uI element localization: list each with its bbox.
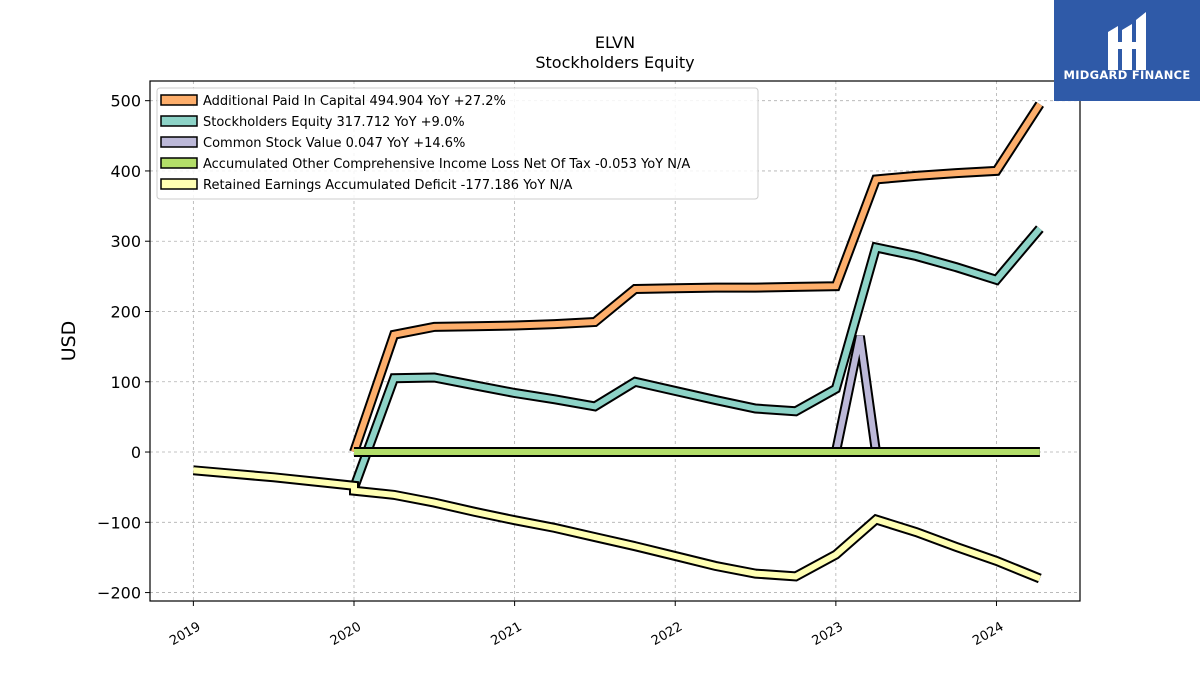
series-line-outline xyxy=(192,465,1042,584)
chart-subtitle: Stockholders Equity xyxy=(535,53,694,72)
y-tick-label: 0 xyxy=(131,443,141,462)
midgard-logo-icon xyxy=(1054,0,1200,101)
y-tick-label: 100 xyxy=(110,373,141,392)
chart-title: ELVN xyxy=(595,33,635,52)
y-tick-label: 200 xyxy=(110,302,141,321)
series-lines xyxy=(192,101,1044,584)
x-tick-label: 2019 xyxy=(167,619,203,649)
series-line xyxy=(349,225,1044,490)
x-tick-label: 2024 xyxy=(970,619,1006,649)
y-tick-label: −100 xyxy=(97,513,141,532)
x-tick-label: 2022 xyxy=(649,619,685,649)
legend-entry: Retained Earnings Accumulated Deficit -1… xyxy=(203,178,573,193)
series-line xyxy=(349,101,1044,454)
y-tick-label: −200 xyxy=(97,584,141,603)
legend-swatch xyxy=(160,178,198,190)
y-tick-label: 300 xyxy=(110,232,141,251)
series-line xyxy=(192,465,1042,584)
series-line-fill xyxy=(193,467,1041,582)
legend-entry: Accumulated Other Comprehensive Income L… xyxy=(203,157,690,172)
y-axis-label: USD xyxy=(58,321,80,362)
y-tick-label: 400 xyxy=(110,162,141,181)
legend-box xyxy=(156,87,759,200)
series-line-fill xyxy=(351,102,1043,453)
legend-swatch xyxy=(160,115,198,127)
legend-entry: Stockholders Equity 317.712 YoY +9.0% xyxy=(203,115,465,130)
legend-swatch xyxy=(160,157,198,169)
series-line-fill xyxy=(351,226,1043,489)
brand-logo: MIDGARD FINANCE xyxy=(1054,0,1200,101)
legend-swatch xyxy=(160,94,198,106)
x-tick-label: 2021 xyxy=(488,619,524,649)
legend-entry: Additional Paid In Capital 494.904 YoY +… xyxy=(203,94,506,109)
legend: Additional Paid In Capital 494.904 YoY +… xyxy=(156,87,759,200)
plot-frame xyxy=(149,80,1081,602)
legend-swatch xyxy=(160,136,198,148)
brand-name: MIDGARD FINANCE xyxy=(1063,68,1191,82)
x-tick-label: 2023 xyxy=(810,619,846,649)
legend-entry: Common Stock Value 0.047 YoY +14.6% xyxy=(203,136,465,151)
y-tick-label: 500 xyxy=(110,92,141,111)
x-tick-label: 2020 xyxy=(328,619,364,649)
